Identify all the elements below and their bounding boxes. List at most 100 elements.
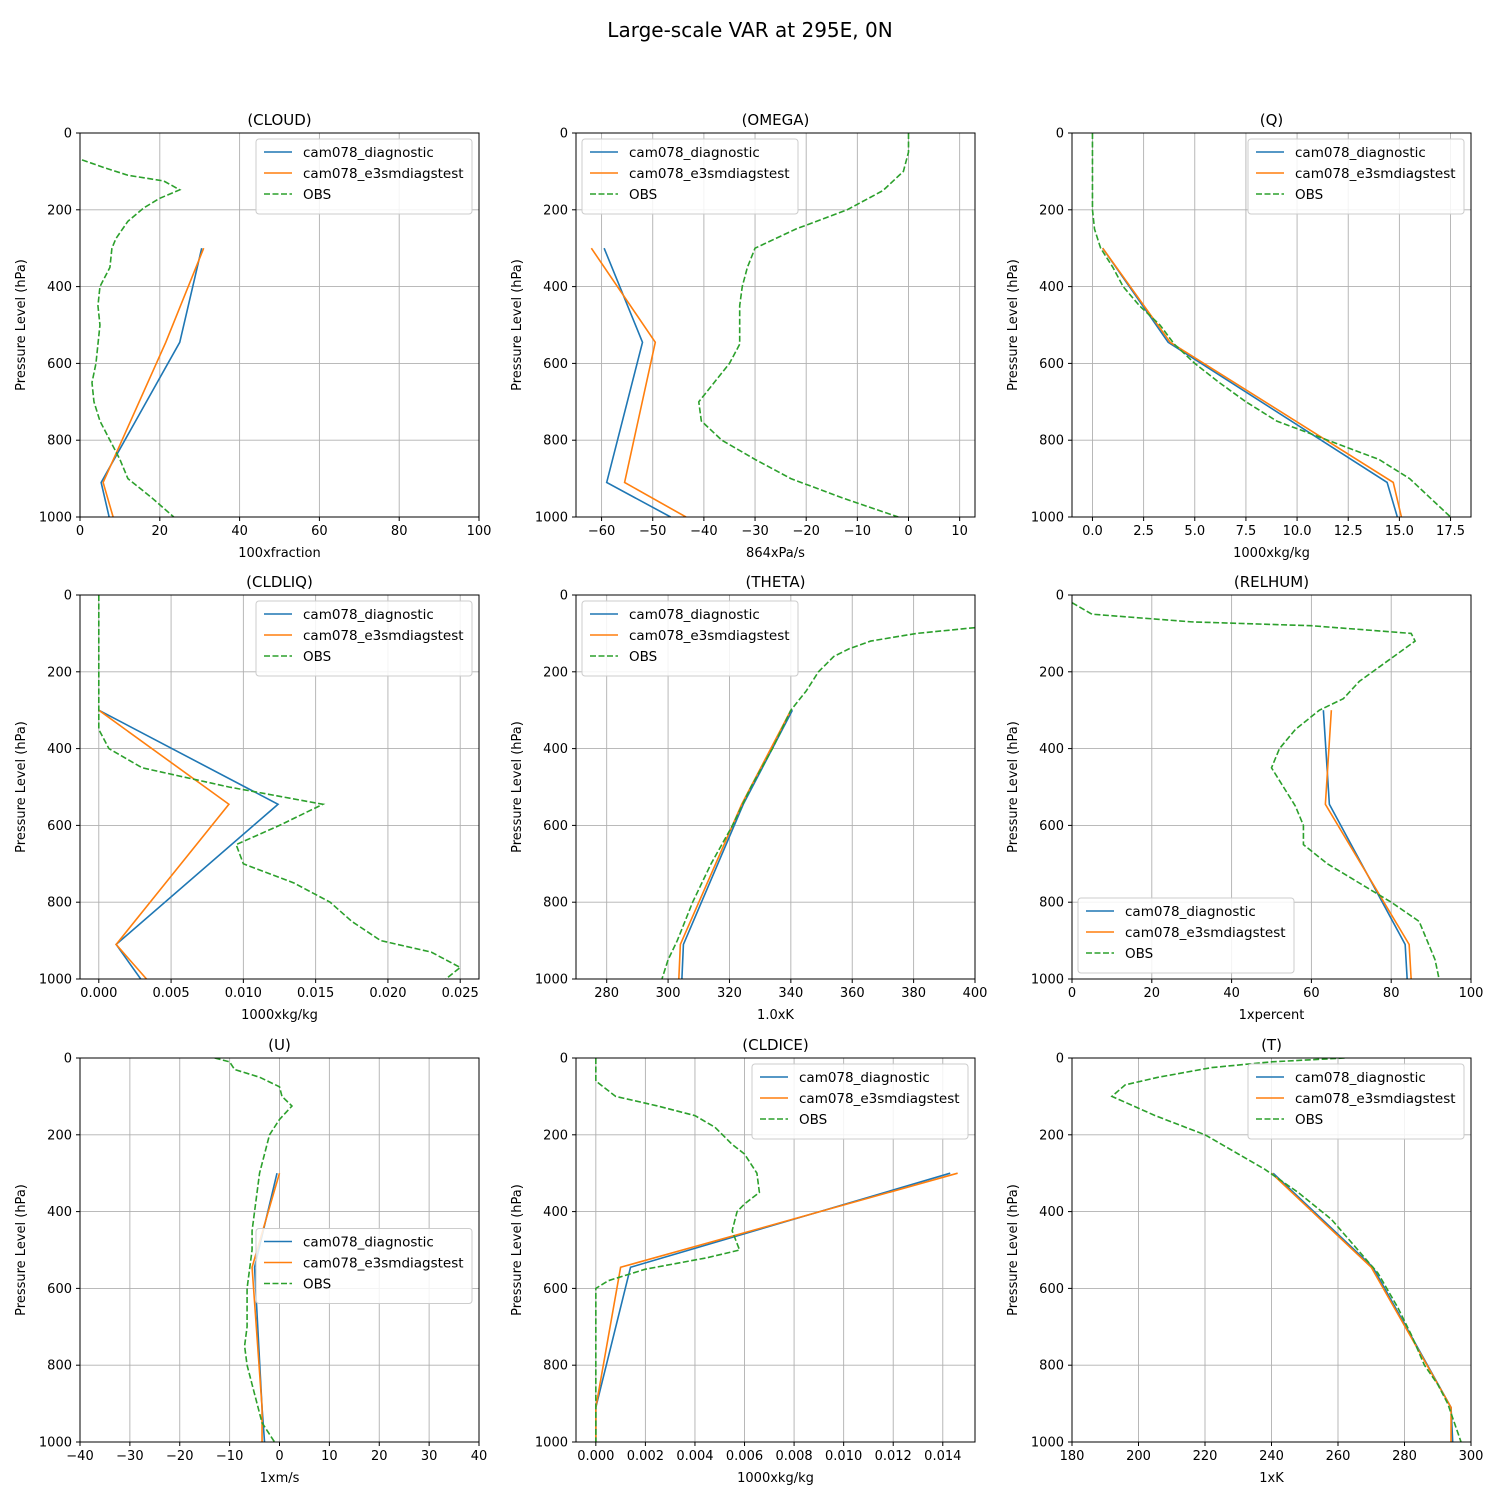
y-tick-label: 0 bbox=[1056, 589, 1064, 604]
legend-label: cam078_diagnostic bbox=[303, 145, 434, 161]
x-tick-label: 60 bbox=[311, 524, 328, 539]
legend-box bbox=[1077, 897, 1295, 974]
x-tick-label: 80 bbox=[391, 524, 408, 539]
y-tick-label: 0 bbox=[560, 1052, 568, 1067]
legend-label: OBS bbox=[799, 1112, 827, 1128]
x-tick-label: 0.014 bbox=[924, 1449, 961, 1464]
series-line-diagnostic bbox=[100, 248, 203, 517]
y-tick-label: 1000 bbox=[39, 973, 72, 988]
axes-frame bbox=[575, 594, 976, 980]
x-tick-label: 40 bbox=[231, 524, 248, 539]
y-tick-label: 200 bbox=[543, 1128, 568, 1143]
y-axis-label: Pressure Level (hPa) bbox=[14, 1184, 29, 1316]
y-tick-label: 800 bbox=[1039, 434, 1064, 449]
y-tick-label: 600 bbox=[1039, 357, 1064, 372]
legend-box bbox=[1247, 138, 1465, 215]
subplot-title: (CLDICE) bbox=[742, 1036, 808, 1054]
x-tick-label: 100 bbox=[467, 524, 492, 539]
subplot: 180 200 220 240 260 280 300 0 200 400 600 800 1000 (T… bbox=[1006, 1036, 1483, 1486]
legend: cam078_diagnostic cam078_e3smdiagstest OBS bbox=[255, 138, 473, 215]
y-tick-label: 400 bbox=[47, 742, 72, 757]
subplot-title: (U) bbox=[268, 1036, 291, 1054]
series-line-obs bbox=[97, 595, 462, 979]
y-tick-label: 200 bbox=[1039, 1128, 1064, 1143]
legend-label: cam078_diagnostic bbox=[303, 607, 434, 623]
x-tick-label: 0.005 bbox=[152, 986, 189, 1001]
legend-label: OBS bbox=[1295, 187, 1323, 203]
legend-label: cam078_diagnostic bbox=[799, 1070, 930, 1086]
x-tick-label: 2.5 bbox=[1133, 524, 1154, 539]
subplot: −60 −50 −40 −30 −20 −10 0 1002004006008001000(O… bbox=[510, 111, 976, 561]
legend-label: cam078_e3smdiagstest bbox=[629, 628, 790, 644]
y-tick-label: 600 bbox=[543, 1282, 568, 1297]
x-tick-label: 0 bbox=[275, 1449, 283, 1464]
legend: cam078_diagnostic cam078_e3smdiagstest OBS bbox=[255, 600, 473, 677]
x-tick-label: 10 bbox=[321, 1449, 338, 1464]
y-tick-label: 0 bbox=[560, 127, 568, 142]
x-tick-label: −50 bbox=[639, 524, 666, 539]
legend-label: cam078_diagnostic bbox=[1125, 904, 1256, 920]
axes-frame bbox=[79, 132, 480, 518]
legend: cam078_diagnostic cam078_e3smdiagstest OBS bbox=[255, 1228, 473, 1304]
y-tick-label: 200 bbox=[47, 1128, 72, 1143]
y-axis-label: Pressure Level (hPa) bbox=[14, 259, 29, 391]
series-line-obs bbox=[1110, 1058, 1462, 1442]
y-tick-label: 800 bbox=[47, 896, 72, 911]
y-tick-label: 400 bbox=[543, 742, 568, 757]
y-axis-label: Pressure Level (hPa) bbox=[1006, 1184, 1021, 1316]
x-tick-label: 30 bbox=[421, 1449, 438, 1464]
y-tick-label: 800 bbox=[543, 434, 568, 449]
x-tick-label: 0 bbox=[1068, 986, 1076, 1001]
legend-box bbox=[255, 600, 473, 677]
y-tick-label: 1000 bbox=[535, 973, 568, 988]
legend-label: cam078_e3smdiagstest bbox=[1295, 166, 1456, 182]
y-tick-label: 1000 bbox=[1031, 1436, 1064, 1451]
x-axis-label: 1000xkg/kg bbox=[737, 1471, 814, 1486]
y-tick-label: 600 bbox=[1039, 1282, 1064, 1297]
x-tick-label: 15.0 bbox=[1385, 524, 1414, 539]
x-tick-label: −10 bbox=[844, 524, 871, 539]
x-tick-label: −30 bbox=[741, 524, 768, 539]
x-tick-label: −30 bbox=[116, 1449, 143, 1464]
y-tick-label: 800 bbox=[47, 434, 72, 449]
subplot-title: (THETA) bbox=[746, 573, 806, 591]
legend-label: cam078_diagnostic bbox=[303, 1235, 434, 1251]
y-tick-label: 200 bbox=[1039, 665, 1064, 680]
x-tick-label: 380 bbox=[901, 986, 926, 1001]
x-tick-label: 0 bbox=[904, 524, 912, 539]
axes-frame bbox=[1071, 594, 1472, 980]
x-tick-label: 340 bbox=[778, 986, 803, 1001]
axes-frame bbox=[79, 594, 480, 980]
x-tick-label: 400 bbox=[963, 986, 988, 1001]
x-tick-label: 180 bbox=[1060, 1449, 1085, 1464]
legend-label: cam078_diagnostic bbox=[1295, 1070, 1426, 1086]
x-tick-label: 220 bbox=[1193, 1449, 1218, 1464]
y-tick-label: 200 bbox=[47, 203, 72, 218]
y-tick-label: 800 bbox=[47, 1359, 72, 1374]
legend-label: cam078_e3smdiagstest bbox=[303, 166, 464, 182]
y-tick-label: 0 bbox=[64, 1052, 72, 1067]
x-tick-label: 280 bbox=[594, 986, 619, 1001]
legend: cam078_diagnostic cam078_e3smdiagstest OBS bbox=[1077, 897, 1295, 974]
y-axis-label: Pressure Level (hPa) bbox=[1006, 259, 1021, 391]
axes-frame bbox=[1071, 132, 1472, 518]
y-tick-label: 200 bbox=[1039, 203, 1064, 218]
x-tick-label: 200 bbox=[1126, 1449, 1151, 1464]
subplot-title: (RELHUM) bbox=[1234, 573, 1309, 591]
x-axis-label: 1000xkg/kg bbox=[241, 1008, 318, 1023]
x-tick-label: 240 bbox=[1259, 1449, 1284, 1464]
legend-label: cam078_diagnostic bbox=[629, 607, 760, 623]
series-line-obs bbox=[595, 1058, 761, 1442]
subplot-title: (CLDLIQ) bbox=[246, 573, 313, 591]
y-axis-label: Pressure Level (hPa) bbox=[510, 1184, 525, 1316]
x-tick-label: −40 bbox=[690, 524, 717, 539]
y-tick-label: 600 bbox=[47, 1282, 72, 1297]
legend-box bbox=[255, 138, 473, 215]
x-tick-label: 360 bbox=[840, 986, 865, 1001]
subplot: 0 20 40 60 80 10002004006008001000(RELHUM)1xp… bbox=[1006, 573, 1483, 1023]
x-tick-label: 300 bbox=[656, 986, 681, 1001]
y-axis-label: Pressure Level (hPa) bbox=[510, 259, 525, 391]
x-tick-label: 7.5 bbox=[1236, 524, 1257, 539]
series-line-e3smdiagstest bbox=[678, 709, 792, 979]
